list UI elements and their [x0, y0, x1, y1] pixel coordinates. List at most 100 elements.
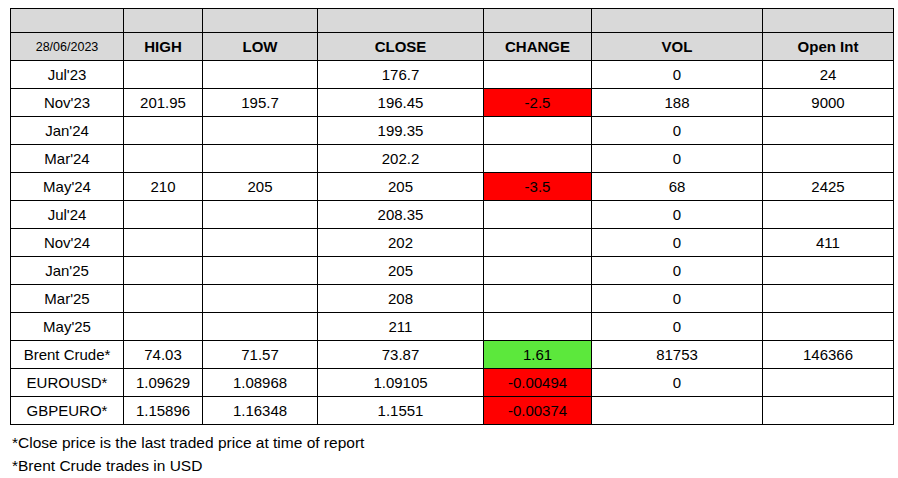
openint-cell: 9000 [763, 89, 894, 117]
row-label: Nov'24 [11, 229, 124, 257]
high-cell [124, 201, 203, 229]
change-cell [484, 61, 592, 89]
report-date: 28/06/2023 [11, 33, 124, 61]
low-cell [203, 145, 318, 173]
change-cell: -0.00374 [484, 397, 592, 425]
row-label: Nov'23 [11, 89, 124, 117]
low-cell [203, 201, 318, 229]
vol-cell: 0 [592, 117, 763, 145]
high-cell: 1.09629 [124, 369, 203, 397]
vol-cell: 0 [592, 369, 763, 397]
low-cell: 1.16348 [203, 397, 318, 425]
row-label: Brent Crude* [11, 341, 124, 369]
table-row-mar25: Mar'25 208 0 [11, 285, 894, 313]
low-cell: 1.08968 [203, 369, 318, 397]
row-label: Jul'24 [11, 201, 124, 229]
footnotes: *Close price is the last traded price at… [12, 431, 364, 477]
table-row-jan25: Jan'25 205 0 [11, 257, 894, 285]
spacer-cell [763, 9, 894, 33]
footnote-brent-usd: *Brent Crude trades in USD [12, 454, 364, 477]
spacer-cell [11, 9, 124, 33]
column-header-close: CLOSE [318, 33, 484, 61]
low-cell [203, 257, 318, 285]
change-cell [484, 313, 592, 341]
column-header-high: HIGH [124, 33, 203, 61]
column-header-change: CHANGE [484, 33, 592, 61]
table-row-jan24: Jan'24 199.35 0 [11, 117, 894, 145]
change-cell: -0.00494 [484, 369, 592, 397]
low-cell [203, 313, 318, 341]
low-cell: 195.7 [203, 89, 318, 117]
close-cell: 208.35 [318, 201, 484, 229]
price-report-page: 28/06/2023 HIGH LOW CLOSE CHANGE VOL Ope… [0, 0, 898, 478]
high-cell [124, 61, 203, 89]
low-cell [203, 229, 318, 257]
high-cell: 210 [124, 173, 203, 201]
close-cell: 73.87 [318, 341, 484, 369]
change-cell [484, 145, 592, 173]
change-cell [484, 117, 592, 145]
change-cell [484, 201, 592, 229]
low-cell [203, 61, 318, 89]
close-cell: 1.09105 [318, 369, 484, 397]
high-cell [124, 145, 203, 173]
high-cell: 1.15896 [124, 397, 203, 425]
openint-cell: 2425 [763, 173, 894, 201]
futures-price-table-container: 28/06/2023 HIGH LOW CLOSE CHANGE VOL Ope… [10, 8, 894, 425]
table-row-eurousd: EUROUSD* 1.09629 1.08968 1.09105 -0.0049… [11, 369, 894, 397]
table-row-may24: May'24 210 205 205 -3.5 68 2425 [11, 173, 894, 201]
high-cell [124, 313, 203, 341]
change-cell: -2.5 [484, 89, 592, 117]
spacer-cell [318, 9, 484, 33]
row-label: May'25 [11, 313, 124, 341]
table-row-gbpeuro: GBPEURO* 1.15896 1.16348 1.1551 -0.00374 [11, 397, 894, 425]
low-cell: 71.57 [203, 341, 318, 369]
low-cell [203, 285, 318, 313]
column-header-row: 28/06/2023 HIGH LOW CLOSE CHANGE VOL Ope… [11, 33, 894, 61]
vol-cell: 0 [592, 145, 763, 173]
spacer-cell [124, 9, 203, 33]
row-label: Jan'24 [11, 117, 124, 145]
vol-cell: 68 [592, 173, 763, 201]
change-cell [484, 285, 592, 313]
close-cell: 208 [318, 285, 484, 313]
high-cell: 201.95 [124, 89, 203, 117]
row-label: Jan'25 [11, 257, 124, 285]
vol-cell: 0 [592, 229, 763, 257]
spacer-cell [203, 9, 318, 33]
column-header-vol: VOL [592, 33, 763, 61]
row-label: Mar'25 [11, 285, 124, 313]
close-cell: 199.35 [318, 117, 484, 145]
openint-cell [763, 257, 894, 285]
vol-cell: 0 [592, 61, 763, 89]
row-label: GBPEURO* [11, 397, 124, 425]
row-label: Mar'24 [11, 145, 124, 173]
table-row-jul24: Jul'24 208.35 0 [11, 201, 894, 229]
high-cell [124, 117, 203, 145]
vol-cell: 0 [592, 313, 763, 341]
close-cell: 1.1551 [318, 397, 484, 425]
openint-cell: 411 [763, 229, 894, 257]
futures-price-table: 28/06/2023 HIGH LOW CLOSE CHANGE VOL Ope… [10, 8, 894, 425]
vol-cell: 0 [592, 257, 763, 285]
change-cell [484, 229, 592, 257]
row-label: May'24 [11, 173, 124, 201]
openint-cell: 24 [763, 61, 894, 89]
openint-cell: 146366 [763, 341, 894, 369]
low-cell [203, 117, 318, 145]
openint-cell [763, 313, 894, 341]
high-cell [124, 285, 203, 313]
column-header-openint: Open Int [763, 33, 894, 61]
vol-cell [592, 397, 763, 425]
openint-cell [763, 397, 894, 425]
table-row-nov23: Nov'23 201.95 195.7 196.45 -2.5 188 9000 [11, 89, 894, 117]
close-cell: 196.45 [318, 89, 484, 117]
openint-cell [763, 145, 894, 173]
openint-cell [763, 369, 894, 397]
change-cell [484, 257, 592, 285]
high-cell [124, 257, 203, 285]
openint-cell [763, 285, 894, 313]
high-cell [124, 229, 203, 257]
footnote-close-price: *Close price is the last traded price at… [12, 431, 364, 454]
row-label: EUROUSD* [11, 369, 124, 397]
